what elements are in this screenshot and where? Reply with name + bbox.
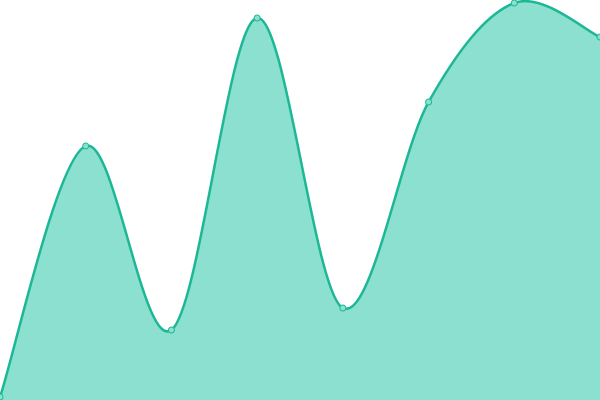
data-point xyxy=(425,98,433,106)
data-point xyxy=(510,0,518,7)
data-point xyxy=(596,33,600,41)
data-point xyxy=(339,304,347,312)
data-point xyxy=(0,393,4,400)
data-point xyxy=(167,326,175,334)
data-point xyxy=(82,142,90,150)
data-point xyxy=(253,14,261,22)
